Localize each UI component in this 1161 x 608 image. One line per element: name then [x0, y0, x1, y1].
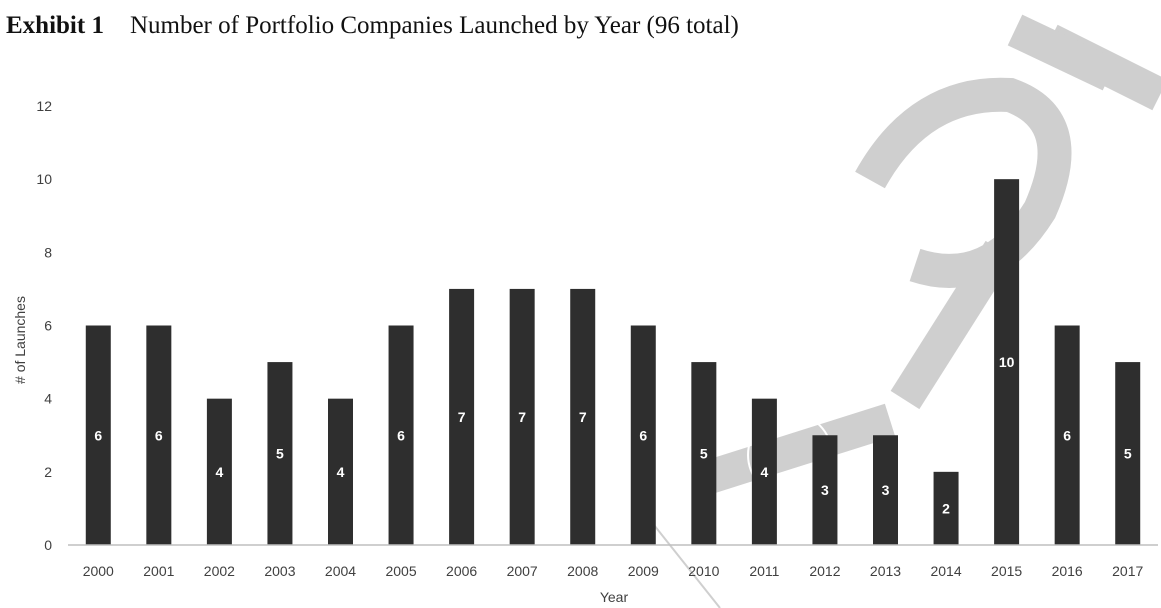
data-label: 2 [942, 500, 950, 516]
watermark-stroke [694, 403, 896, 497]
bar [146, 325, 172, 545]
x-tick-label: 2013 [870, 563, 901, 579]
data-label: 10 [999, 354, 1015, 370]
x-tick-label: 2010 [688, 563, 719, 579]
y-axis: 0 2 4 6 8 10 12 [36, 98, 52, 553]
x-tick-label: 2012 [809, 563, 840, 579]
bar [267, 362, 293, 545]
x-tick-label: 2011 [749, 563, 779, 579]
x-tick-label: 2008 [567, 563, 598, 579]
bar [85, 325, 111, 545]
y-tick-label: 2 [44, 464, 52, 480]
bars [85, 179, 1141, 545]
bar [751, 398, 777, 545]
y-tick-label: 10 [36, 171, 52, 187]
watermark-stroke [855, 77, 1072, 288]
data-label: 4 [760, 464, 768, 480]
x-tick-label: 2003 [264, 563, 295, 579]
bar [388, 325, 414, 545]
data-label: 5 [700, 446, 708, 462]
watermark-stroke [890, 240, 1015, 410]
exhibit-title: Exhibit 1 Number of Portfolio Companies L… [6, 6, 739, 46]
watermark-stroke [1007, 14, 1118, 91]
bar [873, 435, 898, 545]
bar [812, 435, 838, 545]
bar [206, 398, 232, 545]
data-label: 4 [215, 464, 223, 480]
x-tick-label: 2004 [325, 563, 356, 579]
y-axis-title: # of Launches [12, 296, 28, 384]
x-tick-label: 2015 [991, 563, 1022, 579]
x-tick-label: 2000 [83, 563, 114, 579]
data-label: 6 [639, 427, 647, 443]
bar [994, 179, 1020, 545]
y-tick-label: 4 [44, 391, 52, 407]
bar [691, 362, 717, 545]
bar [570, 288, 596, 545]
y-tick-label: 0 [44, 537, 52, 553]
data-label: 4 [337, 464, 345, 480]
y-tick-label: 12 [36, 98, 52, 114]
page-title: Number of Portfolio Companies Launched b… [129, 12, 739, 39]
bar [328, 398, 353, 545]
bar [449, 288, 475, 545]
data-label: 6 [397, 427, 405, 443]
bar [933, 471, 959, 545]
data-label: 5 [276, 446, 284, 462]
watermark-stroke [649, 519, 721, 608]
data-label: 7 [518, 409, 526, 425]
data-label: 3 [882, 482, 890, 498]
x-tick-label: 2006 [446, 563, 477, 579]
x-tick-label: 2001 [143, 563, 174, 579]
data-label: 6 [1063, 427, 1071, 443]
data-label: 5 [1124, 446, 1132, 462]
data-labels: 6 6 4 5 4 6 7 7 7 6 5 4 3 3 2 10 6 5 [94, 354, 1131, 516]
data-label: 6 [155, 427, 163, 443]
data-label: 7 [579, 409, 587, 425]
x-tick-label: 2009 [628, 563, 659, 579]
x-tick-label: 2005 [385, 563, 416, 579]
x-tick-label: 2007 [507, 563, 538, 579]
bar [1054, 325, 1080, 545]
x-tick-label: 2002 [204, 563, 235, 579]
data-label: 3 [821, 482, 829, 498]
x-tick-label: 2014 [930, 563, 961, 579]
x-tick-label: 2016 [1052, 563, 1083, 579]
y-tick-label: 6 [44, 318, 52, 334]
x-axis-title: Year [600, 589, 629, 605]
data-label: 6 [94, 427, 102, 443]
bar [509, 288, 535, 545]
bar [630, 325, 656, 545]
y-tick-label: 8 [44, 244, 52, 260]
data-label: 7 [458, 409, 466, 425]
x-tick-label: 2017 [1112, 563, 1143, 579]
x-axis: 2000 2001 2002 2003 2004 2005 2006 2007 2008 2009… [68, 544, 1158, 579]
exhibit-label: Exhibit 1 [6, 12, 104, 39]
bar [1115, 362, 1141, 545]
